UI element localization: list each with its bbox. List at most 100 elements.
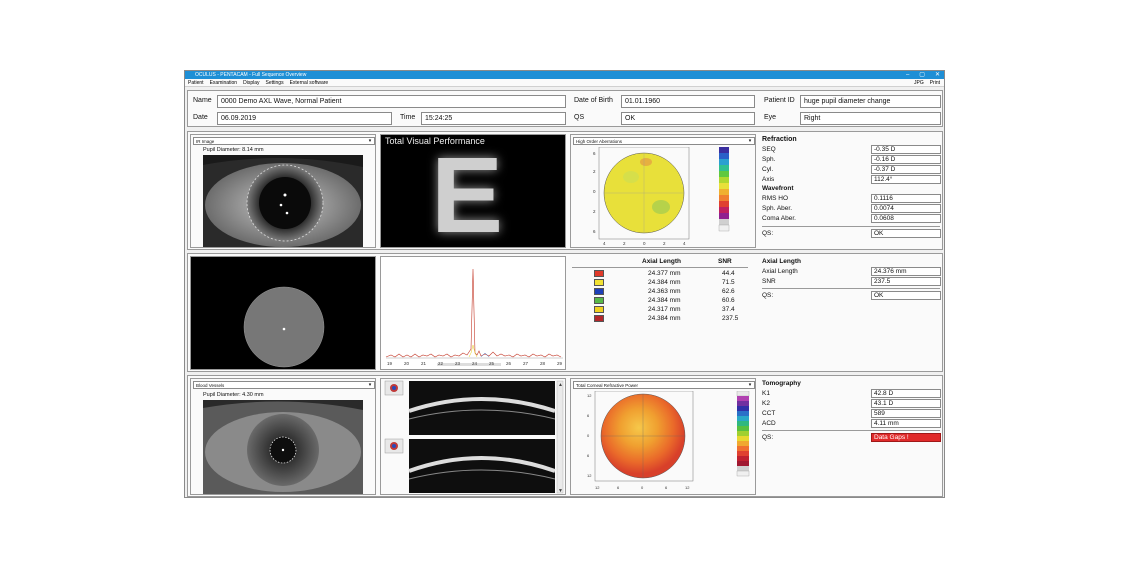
menu-patient[interactable]: Patient <box>188 80 204 86</box>
hoa-dropdown[interactable]: High Order Aberrations ▾ <box>573 137 755 145</box>
name-label: Name <box>193 97 212 104</box>
svg-text:▲: ▲ <box>558 382 563 388</box>
date-field[interactable]: 06.09.2019 <box>217 112 392 125</box>
table-row: 24.384 mm 237.5 <box>572 314 748 323</box>
refraction-title: Refraction <box>762 136 797 143</box>
print-button[interactable]: Print <box>929 80 940 86</box>
dob-label: Date of Birth <box>574 97 613 104</box>
axial-length-cell: 24.363 mm <box>648 288 681 295</box>
svg-text:12: 12 <box>587 473 592 478</box>
coma-aber-label: Coma Aber. <box>762 215 796 222</box>
hoa-map: 6 2 0 2 6 4 2 0 2 4 <box>593 147 730 246</box>
ir-eye-image <box>203 155 363 247</box>
table-row: 24.377 mm 44.4 <box>572 269 748 278</box>
corneal-power-map: 12 6 0 6 12 12 6 0 6 12 <box>587 391 750 490</box>
menu-display[interactable]: Display <box>243 80 260 86</box>
divider <box>762 226 940 227</box>
date-label: Date <box>193 114 208 121</box>
snr-cell: 62.6 <box>722 288 735 295</box>
ir-image-panel: IR Image ▾ Pupil Diameter: 8.14 mm <box>190 134 376 248</box>
svg-text:6: 6 <box>593 151 596 156</box>
series-color-swatch <box>594 297 604 304</box>
axis-label: Axis <box>762 176 775 183</box>
scheimpflug-panel: ▲ ▼ <box>380 378 566 495</box>
eye-field[interactable]: Right <box>800 112 941 125</box>
table-row: 24.384 mm 60.6 <box>572 296 748 305</box>
eye-label: Eye <box>764 114 777 121</box>
svg-text:4: 4 <box>603 241 606 246</box>
time-label: Time <box>400 114 416 121</box>
map-type-dropdown[interactable]: Total Corneal Refractive Power ▾ <box>573 381 755 389</box>
snr-cell: 37.4 <box>722 306 735 313</box>
image-type-dropdown[interactable]: Blood Vessels ▾ <box>193 381 375 389</box>
axis-tick-label: 29 <box>557 361 563 366</box>
svg-text:2: 2 <box>623 241 626 246</box>
axis-tick-label: 25 <box>489 361 495 366</box>
axis-tick-label: 19 <box>387 361 393 366</box>
patient-id-field[interactable]: huge pupil diameter change <box>800 95 941 108</box>
wavefront-title: Wavefront <box>762 185 794 192</box>
image-type-value: Blood Vessels <box>196 383 225 388</box>
axis-tick-label: 20 <box>404 361 410 366</box>
menu-examination[interactable]: Examination <box>209 80 238 86</box>
axial-length-cell: 24.384 mm <box>648 297 681 304</box>
sph-aber-label: Sph. Aber. <box>762 205 792 212</box>
minimize-button[interactable]: – <box>905 72 910 78</box>
series-color-swatch <box>594 270 604 277</box>
time-field[interactable]: 15:24:25 <box>421 112 566 125</box>
k2-label: K2 <box>762 400 770 407</box>
svg-text:2: 2 <box>663 241 666 246</box>
qs-field[interactable]: OK <box>621 112 755 125</box>
total-visual-performance-panel: Total Visual Performance E <box>380 134 566 248</box>
pupil-diameter-label: Pupil Diameter: 4.30 mm <box>203 392 264 398</box>
divider <box>762 288 940 289</box>
dob-field[interactable]: 01.01.1960 <box>621 95 755 108</box>
k1-label: K1 <box>762 390 770 397</box>
k1-value: 42.8 D <box>871 389 941 398</box>
axis-tick-label: 24 <box>472 361 478 366</box>
qs-label: QS <box>574 114 585 121</box>
patient-info-panel: Name 0000 Demo AXL Wave, Normal Patient … <box>187 90 943 127</box>
wavefront-row: IR Image ▾ Pupil Diameter: 8.14 mm Total … <box>187 131 943 250</box>
cct-label: CCT <box>762 410 776 417</box>
rms-ho-value: 0.1116 <box>871 194 941 203</box>
menu-external-software[interactable]: External software <box>289 80 329 86</box>
menu-settings[interactable]: Settings <box>265 80 284 86</box>
svg-text:6: 6 <box>617 485 620 490</box>
svg-text:▼: ▼ <box>558 488 563 494</box>
axial-length-label: Axial Length <box>762 268 798 275</box>
svg-text:0: 0 <box>643 241 646 246</box>
axis-value: 112.4° <box>871 175 941 184</box>
close-button[interactable]: ✕ <box>934 72 940 78</box>
patient-id-label: Patient ID <box>764 97 795 104</box>
name-field[interactable]: 0000 Demo AXL Wave, Normal Patient <box>217 95 566 108</box>
axis-tick-label: 28 <box>540 361 546 366</box>
chevron-down-icon: ▾ <box>368 138 372 144</box>
a-scan-chart: 19 20 21 22 23 24 25 26 27 28 29 <box>380 256 566 370</box>
svg-text:12: 12 <box>685 485 690 490</box>
chevron-down-icon: ▾ <box>748 138 752 144</box>
image-type-dropdown[interactable]: IR Image ▾ <box>193 137 375 145</box>
image-type-value: IR Image <box>196 139 215 144</box>
maximize-button[interactable]: ▢ <box>919 72 925 78</box>
qs-warning-value: Data Gaps ! <box>871 433 941 442</box>
svg-text:2: 2 <box>593 169 596 174</box>
cyl-label: Cyl. <box>762 166 774 173</box>
svg-text:12: 12 <box>587 393 592 398</box>
snr-cell: 44.4 <box>722 270 735 277</box>
table-row: 24.363 mm 62.6 <box>572 287 748 296</box>
axial-length-title: Axial Length <box>762 258 802 265</box>
axial-length-cell: 24.384 mm <box>648 279 681 286</box>
blood-vessels-panel: Blood Vessels ▾ Pupil Diameter: 4.30 mm <box>190 378 376 495</box>
axial-length-cell: 24.384 mm <box>648 315 681 322</box>
svg-text:6: 6 <box>593 229 596 234</box>
coma-aber-value: 0.0608 <box>871 214 941 223</box>
snr-value: 237.5 <box>871 277 941 286</box>
axial-length-row: 19 20 21 22 23 24 25 26 27 28 29 Axial Length SNR … <box>187 253 943 372</box>
k2-value: 43.1 D <box>871 399 941 408</box>
sph-aber-value: 0.0074 <box>871 204 941 213</box>
tvp-letter: E <box>431 134 504 248</box>
hoa-map-panel: High Order Aberrations ▾ 6 2 0 2 6 4 2 0 2 4 <box>570 134 756 248</box>
svg-text:6: 6 <box>587 453 590 458</box>
jpg-button[interactable]: JPG <box>913 80 924 86</box>
